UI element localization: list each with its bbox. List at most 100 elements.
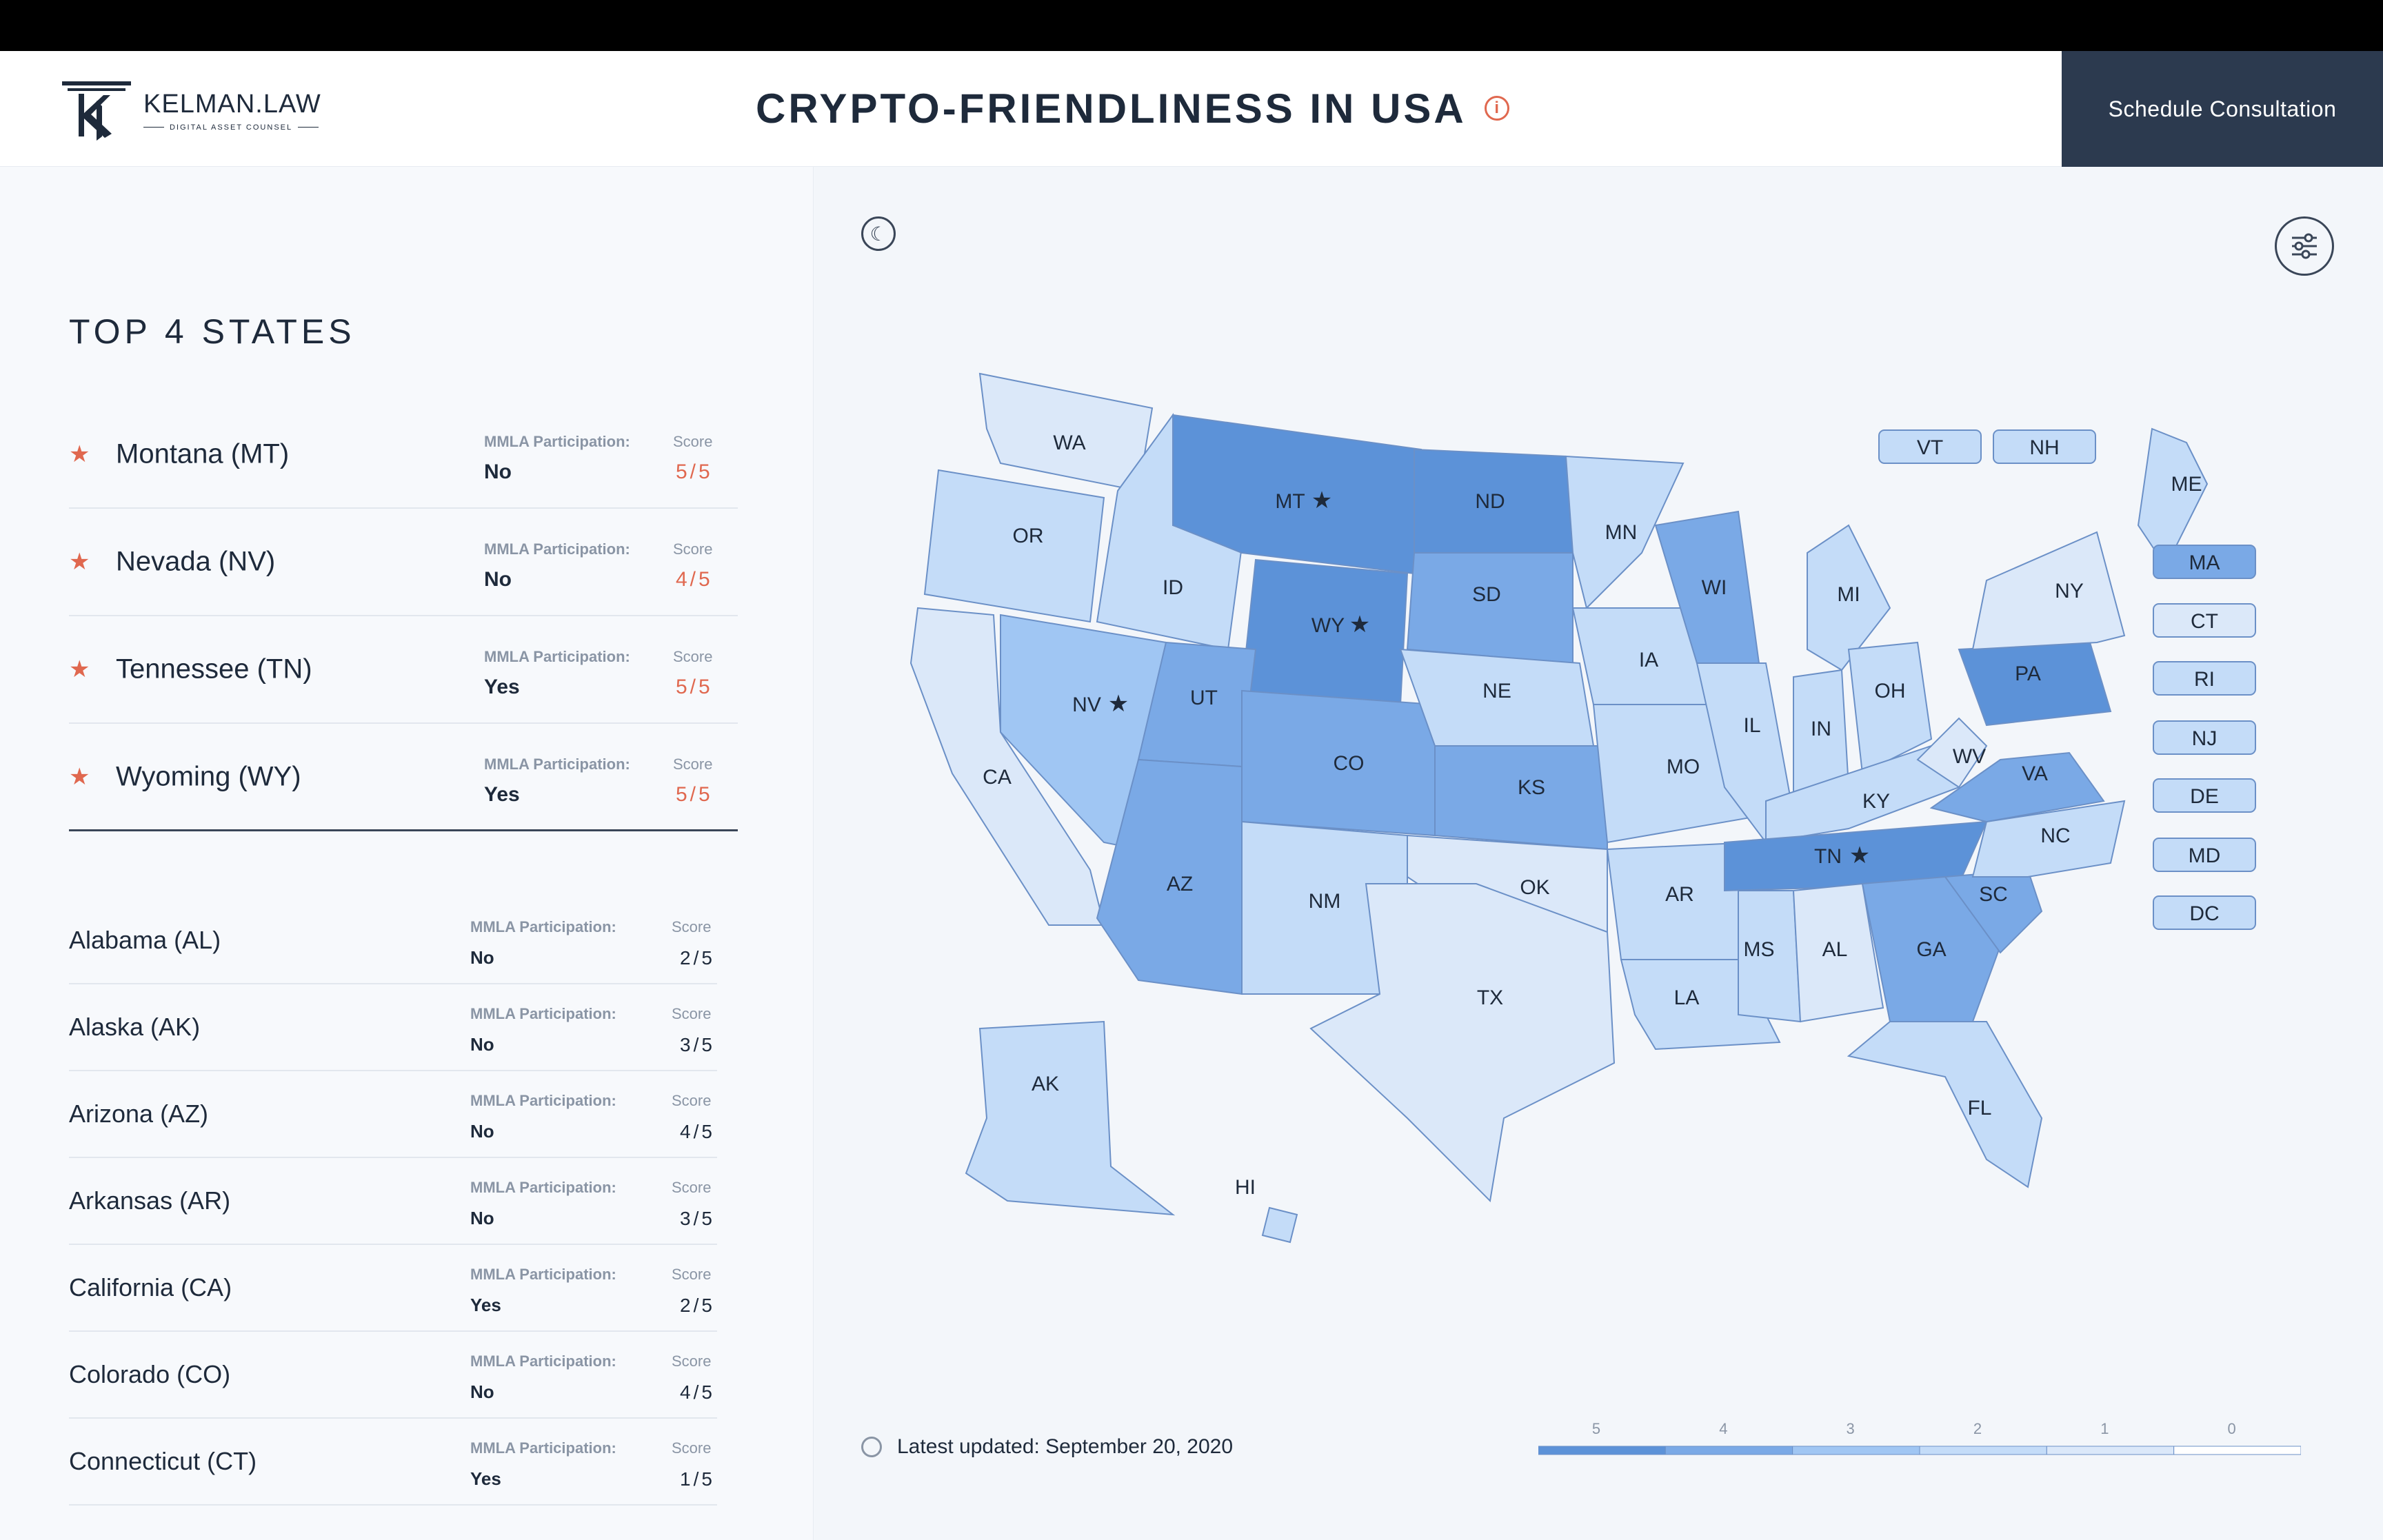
info-icon[interactable]: i: [1484, 96, 1509, 121]
small-state-ri[interactable]: RI: [2153, 661, 2256, 696]
small-state-vt[interactable]: VT: [1878, 429, 1982, 464]
small-state-ct[interactable]: CT: [2153, 603, 2256, 638]
state-label-oh: OH: [1875, 680, 1906, 702]
state-row[interactable]: Alaska (AK) MMLA Participation: No Score 3/5: [69, 984, 717, 1071]
state-label-or: OR: [1013, 525, 1044, 547]
state-row[interactable]: Arizona (AZ) MMLA Participation: No Score 4/…: [69, 1071, 717, 1158]
state-label-ky: KY: [1862, 790, 1890, 813]
legend-swatch: [1919, 1446, 2047, 1455]
state-row[interactable]: Colorado (CO) MMLA Participation: No Score 4…: [69, 1332, 717, 1419]
mmla-value: No: [484, 568, 512, 591]
star-icon: ★: [69, 656, 90, 682]
state-mi[interactable]: [1807, 524, 1891, 671]
star-icon: ★: [69, 441, 90, 467]
state-label-mo: MO: [1667, 756, 1700, 778]
state-label-ca: CA: [983, 766, 1012, 789]
state-label-mi: MI: [1837, 583, 1860, 606]
state-row[interactable]: Connecticut (CT) MMLA Participation: Yes Sc…: [69, 1419, 717, 1506]
mmla-label: MMLA Participation:: [470, 1266, 616, 1283]
state-label-me: ME: [2171, 473, 2202, 496]
state-name: Tennessee (TN): [116, 654, 312, 685]
state-ak[interactable]: [965, 1020, 1176, 1216]
state-me[interactable]: [2137, 427, 2209, 568]
state-label-ia: IA: [1639, 649, 1658, 671]
logo[interactable]: KELMAN.LAW DIGITAL ASSET COUNSEL: [61, 77, 323, 143]
legend-tick-label: 5: [1592, 1420, 1600, 1437]
state-mt[interactable]: [1172, 414, 1422, 575]
state-wv[interactable]: [1916, 717, 1988, 789]
state-ny[interactable]: [1971, 531, 2126, 651]
state-label-tx: TX: [1477, 986, 1503, 1009]
state-sd[interactable]: [1406, 552, 1573, 665]
mmla-value: No: [470, 947, 494, 968]
legend-tick-label: 3: [1847, 1420, 1855, 1437]
state-label-nc: NC: [2040, 824, 2070, 847]
logo-mark-icon: [62, 81, 131, 141]
state-label-wy: WY: [1311, 614, 1345, 637]
state-label-wi: WI: [1702, 576, 1727, 599]
score-value: 4/5: [676, 568, 713, 591]
dark-mode-toggle-icon[interactable]: ☾: [861, 216, 896, 251]
state-hi[interactable]: [1261, 1206, 1298, 1244]
state-name: Colorado (CO): [69, 1360, 231, 1388]
state-az[interactable]: [1096, 758, 1243, 995]
state-va[interactable]: [1929, 751, 2105, 823]
filter-settings-icon[interactable]: [2275, 216, 2334, 276]
top-state-row[interactable]: ★ Nevada (NV) MMLA Participation: No Score 4/…: [69, 509, 738, 616]
small-state-ma[interactable]: MA: [2153, 545, 2256, 579]
state-nc[interactable]: [1971, 800, 2126, 878]
mmla-value: Yes: [484, 676, 520, 698]
last-updated-text: Latest updated: September 20, 2020: [897, 1435, 1234, 1458]
score-value: 1/5: [680, 1468, 715, 1490]
state-label-tn: TN: [1814, 845, 1842, 868]
state-label-nd: ND: [1475, 490, 1505, 513]
state-al[interactable]: [1792, 882, 1884, 1023]
state-mn[interactable]: [1565, 455, 1685, 609]
legend-swatch: [2046, 1446, 2175, 1455]
small-state-dc[interactable]: DC: [2153, 895, 2256, 930]
state-label-mt: MT: [1275, 490, 1305, 513]
small-state-label: VT: [1917, 436, 1943, 459]
small-state-md[interactable]: MD: [2153, 838, 2256, 872]
schedule-consultation-button[interactable]: Schedule Consultation: [2062, 51, 2383, 167]
state-label-id: ID: [1163, 576, 1183, 599]
state-row[interactable]: Alabama (AL) MMLA Participation: No Score 2/…: [69, 898, 717, 984]
top-state-row[interactable]: ★ Tennessee (TN) MMLA Participation: Yes Sco…: [69, 616, 738, 724]
mmla-label: MMLA Participation:: [470, 1439, 616, 1457]
star-icon: ★: [1349, 611, 1370, 638]
state-ky[interactable]: [1765, 744, 1960, 844]
mmla-value: Yes: [484, 783, 520, 806]
state-label-la: LA: [1674, 986, 1700, 1009]
state-fl[interactable]: [1847, 1021, 2043, 1188]
state-wa[interactable]: [978, 372, 1154, 492]
state-tx[interactable]: [1309, 883, 1616, 1203]
small-state-de[interactable]: DE: [2153, 778, 2256, 813]
small-state-nh[interactable]: NH: [1993, 429, 2096, 464]
small-state-label: DC: [2189, 902, 2219, 925]
state-ga[interactable]: [1861, 875, 2002, 1022]
legend-tick-label: 4: [1719, 1420, 1727, 1437]
mmla-label: MMLA Participation:: [470, 1352, 616, 1370]
state-name: Wyoming (WY): [116, 761, 301, 791]
small-state-nj[interactable]: NJ: [2153, 720, 2256, 755]
score-value: 4/5: [680, 1381, 715, 1403]
score-label: Score: [673, 433, 713, 450]
top-state-row[interactable]: ★ Montana (MT) MMLA Participation: No Score 5…: [69, 401, 738, 509]
state-row[interactable]: Arkansas (AR) MMLA Participation: No Score 3…: [69, 1158, 717, 1245]
state-row[interactable]: California (CA) MMLA Participation: Yes Sco…: [69, 1245, 717, 1332]
state-label-hi: HI: [1235, 1176, 1256, 1199]
state-oh[interactable]: [1847, 641, 1933, 775]
score-value: 5/5: [676, 460, 713, 483]
small-state-label: NJ: [2192, 727, 2218, 750]
star-icon: ★: [1108, 691, 1129, 717]
mmla-label: MMLA Participation:: [470, 1092, 616, 1109]
top-state-row[interactable]: ★ Wyoming (WY) MMLA Participation: Yes Score…: [69, 724, 738, 831]
site-header: KELMAN.LAW DIGITAL ASSET COUNSEL CRYPTO-…: [0, 51, 2383, 167]
state-label-ms: MS: [1744, 938, 1775, 961]
score-label: Score: [672, 1266, 712, 1283]
mmla-value: Yes: [470, 1295, 501, 1315]
state-name: Alabama (AL): [69, 926, 221, 954]
state-or[interactable]: [923, 469, 1105, 623]
star-icon: ★: [69, 549, 90, 575]
